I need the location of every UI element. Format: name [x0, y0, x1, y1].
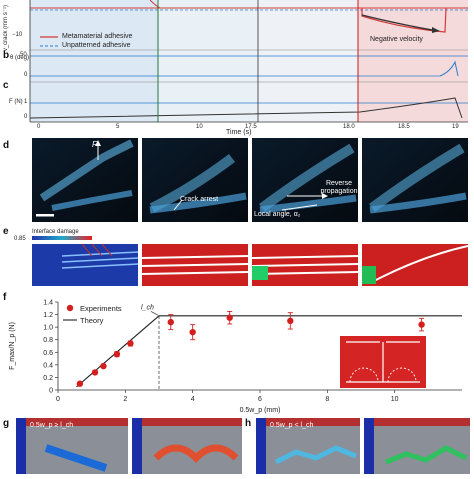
panel-e-simulation [32, 236, 469, 288]
time-tick: 18.5 [398, 124, 410, 130]
legend-unpatterned: Unpatterned adhesive [62, 42, 131, 49]
panel-c-tick-0: 0 [24, 114, 28, 120]
time-series-plot [29, 0, 468, 123]
x-tick-label: 0 [56, 396, 60, 403]
frame-4 [362, 138, 468, 222]
x-tick-label: 10 [391, 396, 399, 403]
legend-metamaterial: Metamaterial adhesive [62, 33, 133, 40]
lch-pointer [150, 311, 159, 316]
panel-label-d: d [3, 140, 10, 151]
colorbar-value: 0.85 [14, 236, 26, 242]
x-tick-label: 4 [191, 396, 195, 403]
experiment-point [76, 380, 84, 387]
y-tick-label: 0.2 [43, 375, 53, 382]
local-angle-label: Local angle, α₂ [254, 211, 301, 218]
experiment-point [418, 321, 425, 328]
sim-frame-2 [141, 244, 249, 286]
y-tick-label: 1.0 [43, 325, 53, 332]
panel-a-ytick: −10 [12, 32, 23, 38]
y-tick-label: 0.8 [43, 337, 53, 344]
frame-1 [32, 138, 138, 222]
sim-frame-1 [32, 243, 139, 286]
x-axis-label: 0.5w_p (mm) [240, 407, 281, 414]
time-tick: 0 [37, 124, 41, 130]
time-tick: 10 [196, 124, 203, 130]
panel-f-chart: 0 2 4 6 8 10 0 0.2 0.4 0.6 0.8 1.0 1.2 1.4 0.5w_p (mm)… [9, 300, 462, 414]
panel-abc: v_crack (mm s⁻¹) −10 Metamaterial adhesi… [0, 0, 474, 135]
x-tick-label: 6 [258, 396, 262, 403]
colorbar-title: Interface damage [32, 229, 79, 235]
time-axis-label: Time (s) [226, 129, 252, 136]
panel-d-images: F Crack arrest Reverse propagation Local… [32, 138, 468, 222]
time-tick: 18.0 [343, 124, 355, 130]
legend-theory: Theory [80, 316, 104, 325]
panel-a-ylabel: v_crack (mm s⁻¹) [3, 5, 9, 52]
panel-label-c: c [3, 80, 9, 91]
panel-label-f: f [3, 292, 7, 303]
inset-arcs [349, 367, 417, 383]
experiment-point [91, 369, 99, 376]
panel-h-renders: 0.5w_p < l_ch [256, 418, 470, 474]
inset-pattern-lines [346, 341, 420, 383]
experiment-point [100, 362, 107, 370]
panel-b-tick-50: 50 [20, 52, 27, 58]
experiment-point [113, 350, 121, 358]
panel-label-g: g [3, 418, 10, 429]
x-tick-label: 2 [123, 396, 127, 403]
time-tick: 19 [452, 124, 459, 130]
y-tick-label: 0.4 [43, 362, 53, 369]
panel-label-h: h [245, 418, 252, 429]
lch-annotation: l_ch [141, 305, 154, 312]
legend-experiments: Experiments [80, 304, 122, 313]
panel-g-renders: 0.5w_p ≥ l_ch [16, 418, 242, 474]
experiment-point [189, 328, 196, 336]
experiment-point [127, 340, 134, 347]
y-tick-label: 0 [49, 388, 53, 395]
panel-c-ylabel: F (N) [9, 99, 23, 105]
negative-velocity-annotation: Negative velocity [370, 36, 423, 43]
x-tick-label: 8 [325, 396, 329, 403]
sim-frame-3 [251, 244, 359, 286]
panel-b-tick-0: 0 [24, 72, 28, 78]
y-tick-label: 1.2 [43, 312, 53, 319]
sim-frame-4 [362, 244, 469, 286]
y-axis-label: F_max/N_p (N) [9, 322, 16, 370]
panel-c-tick-1: 1 [24, 99, 28, 105]
reverse-propagation-label: Reverse propagation [320, 180, 358, 195]
crack-arrest-label: Crack arrest [180, 196, 219, 203]
frame-2 [142, 138, 248, 222]
time-tick: 17.5 [245, 124, 257, 130]
panel-label-b: b [3, 50, 10, 61]
panel-g-condition: 0.5w_p ≥ l_ch [30, 422, 74, 429]
force-label: F [92, 140, 97, 149]
experiment-point [226, 314, 233, 321]
experiment-point [167, 318, 174, 326]
frame-3 [252, 138, 358, 222]
panel-b-ylabel: θ (deg) [10, 55, 30, 61]
panel-label-e: e [3, 226, 9, 237]
time-tick: 5 [116, 124, 120, 130]
panel-h-condition: 0.5w_p < l_ch [270, 422, 314, 429]
y-tick-label: 1.4 [43, 300, 53, 307]
experiment-point [287, 317, 294, 325]
y-tick-label: 0.6 [43, 350, 53, 357]
legend-experiment-marker [66, 304, 74, 312]
